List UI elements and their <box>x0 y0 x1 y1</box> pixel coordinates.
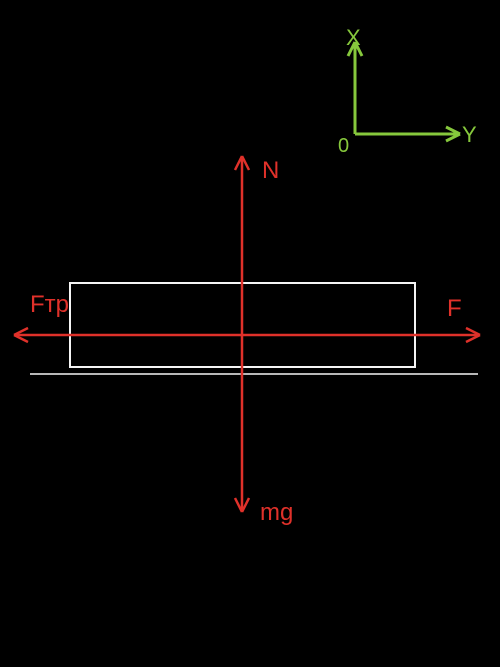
force-vectors <box>14 156 480 512</box>
axis-label-O: 0 <box>338 135 349 157</box>
force-label-mg: mg <box>260 499 293 526</box>
force-label-Ftr: Fтр <box>30 291 69 318</box>
force-label-F: F <box>447 295 462 322</box>
physics-diagram: Nmg F Fтр X Y 0 <box>0 0 500 667</box>
axis-label-X: X <box>346 25 361 50</box>
force-label-N: N <box>262 157 279 184</box>
axis-label-Y: Y <box>462 122 477 147</box>
force-labels: Nmg F Fтр <box>30 157 462 526</box>
coordinate-axes <box>348 42 460 141</box>
